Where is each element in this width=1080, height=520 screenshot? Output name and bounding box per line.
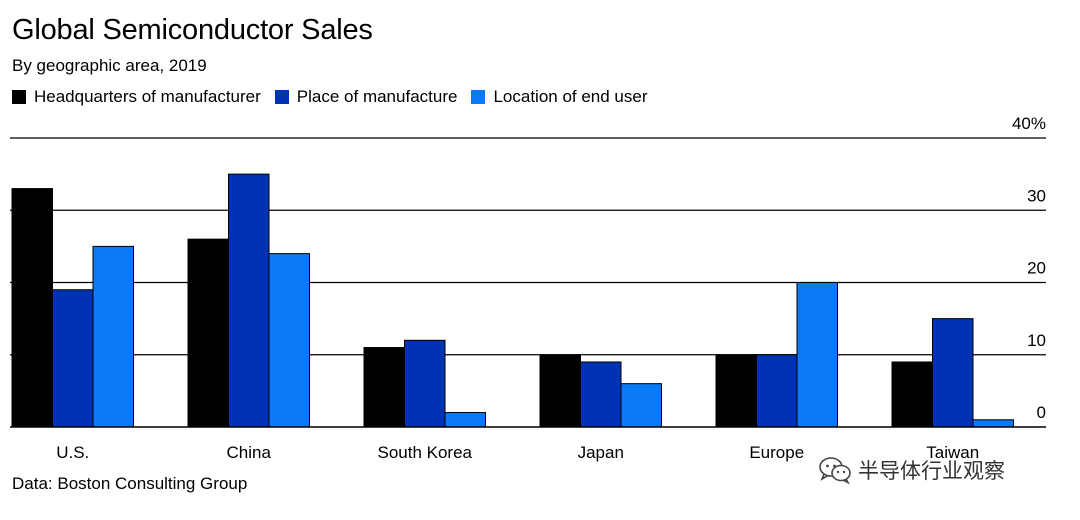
chart-source: Data: Boston Consulting Group (12, 474, 248, 493)
bar-headquarters (187, 238, 229, 428)
x-tick-label: China (227, 443, 272, 462)
legend-item-place-of-manufacture: Place of manufacture (274, 87, 458, 107)
bar-end-user (620, 383, 662, 428)
bar-end-user (92, 245, 134, 428)
legend-item-end-user: Location of end user (471, 87, 648, 107)
wechat-icon (819, 457, 851, 484)
x-tick-label: Europe (749, 443, 804, 462)
bar-place-of-manufacture (756, 354, 798, 428)
bar-place-of-manufacture (52, 289, 94, 428)
bar-headquarters (891, 361, 933, 428)
chart-title: Global Semiconductor Sales (12, 14, 373, 46)
y-tick-label: 10 (1027, 331, 1046, 350)
bar-headquarters (715, 354, 757, 428)
y-tick-label: 0 (1037, 403, 1046, 422)
bar-headquarters (363, 347, 405, 428)
bar-end-user (972, 419, 1014, 428)
bar-headquarters (539, 354, 581, 428)
legend: Headquarters of manufacturer Place of ma… (12, 87, 662, 107)
bar-place-of-manufacture (228, 173, 270, 428)
bar-place-of-manufacture (580, 361, 622, 428)
legend-swatch-headquarters (12, 90, 26, 104)
watermark: 半导体行业观察 (818, 455, 1005, 485)
legend-label-end-user: Location of end user (493, 87, 648, 106)
x-tick-label: U.S. (56, 443, 89, 462)
bar-end-user (268, 253, 310, 428)
legend-label-place-of-manufacture: Place of manufacture (296, 87, 458, 106)
y-tick-label: 40% (1012, 114, 1046, 133)
legend-label-headquarters: Headquarters of manufacturer (34, 87, 261, 106)
y-tick-label: 20 (1027, 259, 1046, 278)
bar-headquarters (11, 188, 53, 428)
watermark-text: 半导体行业观察 (858, 460, 1005, 483)
x-tick-label: Taiwan (926, 443, 979, 462)
x-tick-label: Japan (578, 443, 624, 462)
y-tick-label: 30 (1027, 186, 1046, 205)
bar-end-user (796, 282, 838, 428)
legend-swatch-end-user (471, 90, 486, 104)
bar-place-of-manufacture (932, 318, 974, 428)
bar-end-user (444, 412, 486, 428)
legend-swatch-place-of-manufacture (274, 90, 289, 104)
legend-item-headquarters: Headquarters of manufacturer (12, 87, 261, 107)
bar-place-of-manufacture (404, 339, 446, 428)
x-tick-label: South Korea (377, 443, 472, 462)
chart-subtitle: By geographic area, 2019 (12, 56, 207, 75)
